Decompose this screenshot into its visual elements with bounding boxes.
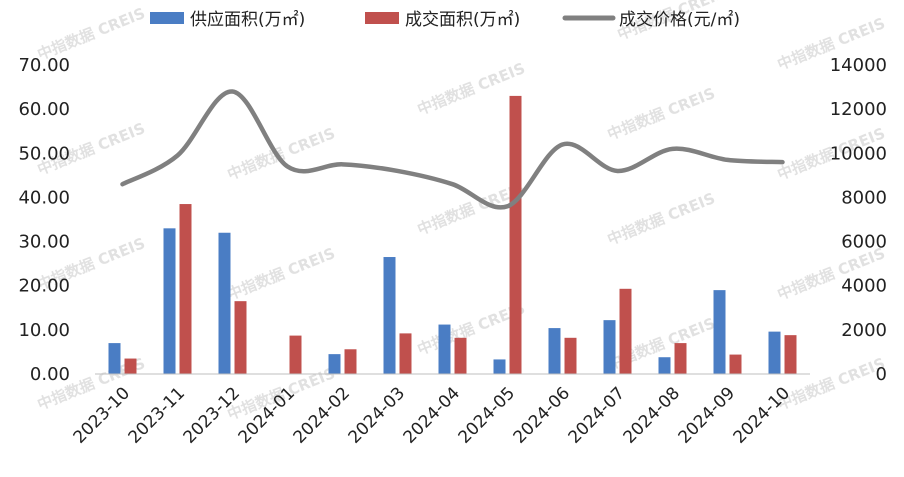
bar-transaction — [124, 358, 137, 374]
bar-transaction — [674, 343, 687, 374]
x-tick-label: 2024-03 — [345, 383, 409, 447]
x-tick-label: 2024-10 — [730, 383, 794, 447]
bar-supply — [383, 257, 396, 374]
x-tick-label: 2024-04 — [400, 383, 464, 447]
left-y-tick-label: 30.00 — [18, 232, 70, 253]
right-y-tick-label: 4000 — [841, 276, 887, 297]
bar-transaction — [289, 335, 302, 374]
bar-supply — [328, 354, 341, 374]
left-y-tick-label: 20.00 — [18, 276, 70, 297]
bar-transaction — [344, 349, 357, 374]
bar-supply — [658, 357, 671, 374]
bar-supply — [493, 359, 506, 374]
bar-transaction — [399, 333, 412, 374]
bar-transaction — [784, 335, 797, 374]
x-tick-label: 2024-07 — [565, 383, 629, 447]
right-y-tick-label: 12000 — [830, 99, 887, 120]
watermark-text: 中指数据 CREIS — [605, 84, 718, 144]
legend-label: 成交面积(万㎡) — [405, 10, 520, 30]
x-tick-label: 2024-06 — [510, 383, 574, 447]
bar-supply — [108, 343, 121, 374]
right-y-axis: 0 2000 4000 6000 8000 10000 12000 14000 — [830, 55, 887, 385]
x-axis: 2023-102023-112023-122024-012024-022024-… — [70, 383, 794, 447]
left-y-tick-label: 60.00 — [18, 99, 70, 120]
right-y-tick-label: 2000 — [841, 320, 887, 341]
x-tick-label: 2024-05 — [455, 383, 519, 447]
bar-transaction — [454, 337, 467, 374]
legend-swatch — [365, 12, 399, 24]
left-y-tick-label: 70.00 — [18, 55, 70, 76]
right-y-tick-label: 10000 — [830, 143, 887, 164]
watermark-text: 中指数据 CREIS — [225, 124, 338, 184]
bar-transaction — [179, 204, 192, 374]
x-tick-label: 2024-08 — [620, 383, 684, 447]
left-y-tick-label: 0.00 — [30, 364, 70, 385]
bar-transaction — [564, 337, 577, 374]
left-y-tick-label: 50.00 — [18, 143, 70, 164]
x-tick-label: 2024-09 — [675, 383, 739, 447]
left-y-tick-label: 40.00 — [18, 187, 70, 208]
legend-swatch — [150, 12, 184, 24]
right-y-tick-label: 14000 — [830, 55, 887, 76]
watermark-text: 中指数据 CREIS — [605, 189, 718, 249]
legend-label: 成交价格(元/㎡) — [619, 10, 740, 30]
bar-supply — [548, 328, 561, 374]
bar-supply — [163, 228, 176, 374]
bar-supply — [603, 320, 616, 374]
x-tick-label: 2023-11 — [125, 383, 189, 447]
right-y-tick-label: 0 — [876, 364, 887, 385]
bar-supply — [438, 324, 451, 374]
right-y-tick-label: 8000 — [841, 187, 887, 208]
left-y-tick-label: 10.00 — [18, 320, 70, 341]
bar-series — [108, 95, 797, 375]
bar-transaction — [729, 354, 742, 374]
bar-transaction — [234, 301, 247, 374]
right-y-tick-label: 6000 — [841, 232, 887, 253]
left-y-axis: 0.00 10.00 20.00 30.00 40.00 50.00 60.00 70.00 — [18, 55, 70, 385]
bar-supply — [768, 331, 781, 374]
legend: 供应面积(万㎡) 成交面积(万㎡) 成交价格(元/㎡) — [150, 10, 740, 30]
line-series — [120, 89, 785, 210]
bar-transaction — [509, 95, 522, 375]
legend-label: 供应面积(万㎡) — [190, 10, 305, 30]
bar-transaction — [619, 288, 632, 374]
bar-supply — [713, 290, 726, 374]
bar-supply — [218, 232, 231, 374]
watermark-text: 中指数据 CREIS — [225, 244, 338, 304]
